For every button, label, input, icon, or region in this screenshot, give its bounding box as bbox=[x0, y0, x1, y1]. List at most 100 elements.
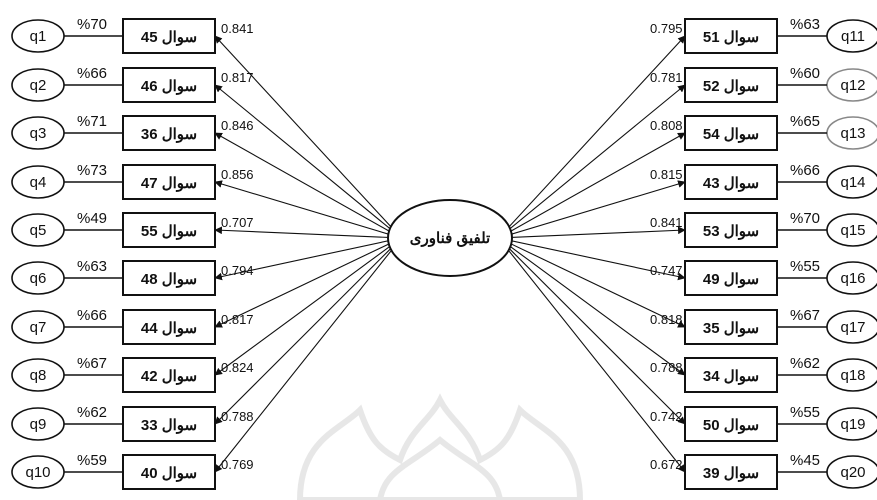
error-term-label: q5 bbox=[30, 222, 47, 239]
indicator-box bbox=[684, 18, 778, 54]
loading-arrow bbox=[214, 241, 393, 328]
indicator-box bbox=[122, 164, 216, 200]
indicator-label: سوال 48 bbox=[141, 271, 197, 288]
loading-arrow bbox=[214, 239, 393, 281]
indicator-label: سوال 55 bbox=[141, 223, 197, 240]
loading-value: 0.841 bbox=[650, 215, 683, 230]
indicator-box bbox=[122, 406, 216, 442]
loading-value: 0.815 bbox=[650, 167, 683, 182]
loading-arrow bbox=[214, 35, 393, 229]
loading-value: 0.769 bbox=[221, 457, 254, 472]
error-term-label: q7 bbox=[30, 319, 47, 336]
indicator-label: سوال 53 bbox=[703, 223, 759, 240]
variance-percent: %45 bbox=[790, 452, 820, 469]
loading-arrow bbox=[507, 241, 686, 328]
right-indicator: q11 %63 سوال 51 0.795 bbox=[650, 16, 877, 54]
loading-arrow bbox=[507, 132, 686, 234]
indicator-box bbox=[684, 67, 778, 103]
error-term-label: q3 bbox=[30, 125, 47, 142]
loading-arrow bbox=[214, 226, 393, 239]
loading-value: 0.742 bbox=[650, 409, 683, 424]
loading-value: 0.788 bbox=[650, 360, 683, 375]
indicator-box bbox=[684, 454, 778, 490]
indicator-box bbox=[122, 454, 216, 490]
variance-percent: %59 bbox=[77, 452, 107, 469]
indicator-label: سوال 33 bbox=[141, 417, 197, 434]
loading-arrow bbox=[507, 244, 686, 376]
loading-value: 0.781 bbox=[650, 70, 683, 85]
left-indicator: q4 %73 سوال 47 0.856 bbox=[11, 162, 254, 200]
loading-value: 0.846 bbox=[221, 118, 254, 133]
indicator-box bbox=[122, 309, 216, 345]
indicator-box bbox=[684, 406, 778, 442]
loading-arrow bbox=[214, 132, 393, 234]
indicator-box bbox=[122, 357, 216, 393]
error-term-label: q19 bbox=[840, 416, 865, 433]
indicator-label: سوال 39 bbox=[703, 465, 759, 482]
variance-percent: %55 bbox=[790, 258, 820, 275]
right-indicators: q11 %63 سوال 51 0.795 q12 %60 سوال 52 0.781 q13%… bbox=[650, 16, 877, 490]
left-indicator: q9 %62 سوال 33 0.788 bbox=[11, 404, 254, 442]
variance-percent: %63 bbox=[77, 258, 107, 275]
indicator-box bbox=[684, 309, 778, 345]
left-indicators: q1 %70 سوال 45 0.841 q2 %66 سوال 46 0.817 q3 %71 س… bbox=[11, 16, 254, 490]
loading-value: 0.808 bbox=[650, 118, 683, 133]
loading-arrow bbox=[214, 249, 393, 473]
indicator-label: سوال 54 bbox=[703, 126, 759, 143]
indicator-box bbox=[684, 357, 778, 393]
error-term-label: q18 bbox=[840, 367, 865, 384]
variance-percent: %70 bbox=[77, 16, 107, 33]
error-term-label: q13 bbox=[840, 125, 865, 142]
variance-percent: %62 bbox=[790, 355, 820, 372]
loading-value: 0.795 bbox=[650, 21, 683, 36]
error-term-label: q11 bbox=[841, 28, 865, 45]
loading-value: 0.817 bbox=[221, 70, 254, 85]
left-indicator: q10 %59 سوال 40 0.769 bbox=[11, 452, 254, 490]
indicator-label: سوال 46 bbox=[141, 78, 197, 95]
variance-percent: %62 bbox=[77, 404, 107, 421]
indicator-label: سوال 50 bbox=[703, 417, 759, 434]
variance-percent: %73 bbox=[77, 162, 107, 179]
right-indicator: q14 %66 سوال 43 0.815 bbox=[650, 162, 877, 200]
connectors bbox=[214, 35, 686, 473]
loading-value: 0.818 bbox=[650, 312, 683, 327]
indicator-box bbox=[122, 67, 216, 103]
loading-arrow bbox=[507, 84, 686, 231]
variance-percent: %65 bbox=[790, 113, 820, 130]
indicator-box bbox=[122, 260, 216, 296]
loading-value: 0.841 bbox=[221, 21, 254, 36]
loading-arrow bbox=[214, 84, 393, 231]
left-indicator: q6 %63 سوال 48 0.794 bbox=[11, 258, 254, 296]
indicator-label: سوال 52 bbox=[703, 78, 759, 95]
right-indicator: q13 %65 سوال 54 0.808 bbox=[650, 113, 877, 151]
loading-value: 0.707 bbox=[221, 215, 254, 230]
error-term-label: q17 bbox=[840, 319, 865, 336]
indicator-label: سوال 49 bbox=[703, 271, 759, 288]
indicator-box bbox=[684, 164, 778, 200]
left-indicator: q1 %70 سوال 45 0.841 bbox=[11, 16, 254, 54]
left-indicator: q5 %49 سوال 55 0.707 bbox=[11, 210, 254, 248]
loading-value: 0.672 bbox=[650, 457, 683, 472]
variance-percent: %55 bbox=[790, 404, 820, 421]
indicator-box bbox=[684, 212, 778, 248]
loading-arrow bbox=[507, 35, 686, 229]
left-indicator: q7 %66 سوال 44 0.817 bbox=[11, 307, 254, 345]
error-term-label: q12 bbox=[840, 77, 865, 94]
indicator-label: سوال 40 bbox=[141, 465, 197, 482]
indicator-label: سوال 45 bbox=[141, 29, 197, 46]
loading-value: 0.788 bbox=[221, 409, 254, 424]
indicator-label: سوال 44 bbox=[141, 320, 197, 337]
indicator-label: سوال 47 bbox=[141, 175, 197, 192]
error-term-label: q4 bbox=[30, 174, 47, 191]
variance-percent: %67 bbox=[77, 355, 107, 372]
indicator-label: سوال 36 bbox=[141, 126, 197, 143]
arabesque-watermark-icon bbox=[296, 393, 584, 500]
indicator-label: سوال 43 bbox=[703, 175, 759, 192]
indicator-box bbox=[684, 260, 778, 296]
loading-value: 0.856 bbox=[221, 167, 254, 182]
error-term-label: q2 bbox=[30, 77, 47, 94]
loading-value: 0.794 bbox=[221, 263, 254, 278]
loading-value: 0.817 bbox=[221, 312, 254, 327]
indicator-box bbox=[122, 115, 216, 151]
error-term-label: q1 bbox=[30, 28, 47, 45]
